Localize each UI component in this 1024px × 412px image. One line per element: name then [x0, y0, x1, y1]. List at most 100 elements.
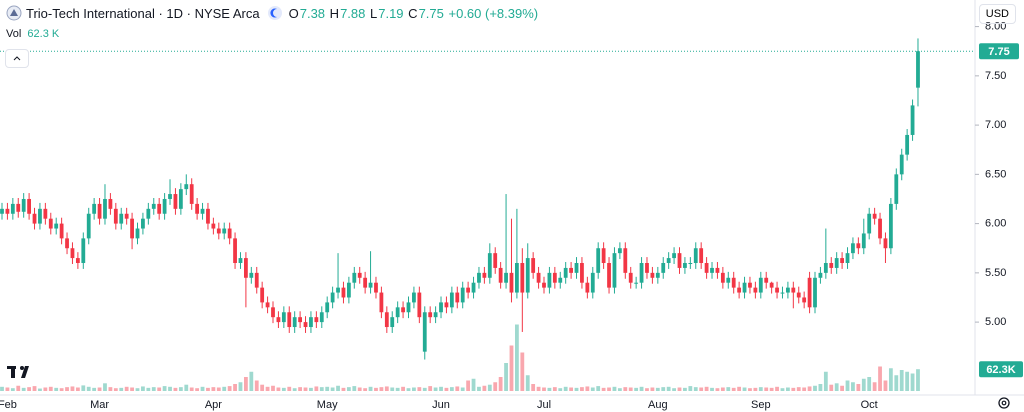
- settings-icon[interactable]: [998, 397, 1010, 409]
- candle-body: [569, 267, 573, 273]
- volume-bar: [417, 387, 422, 391]
- volume-bar: [634, 387, 639, 391]
- candle-body: [487, 253, 492, 278]
- collapse-button[interactable]: [5, 49, 29, 68]
- volume-bar: [645, 388, 649, 391]
- candle-body: [861, 233, 866, 249]
- volume-bar: [233, 384, 237, 391]
- volume-bar: [840, 385, 844, 391]
- candle-body: [910, 105, 915, 135]
- x-tick-label: Jul: [537, 399, 551, 411]
- candle-body: [829, 263, 834, 268]
- x-tick-label: May: [317, 399, 338, 411]
- candle-body: [168, 194, 172, 199]
- candle-body: [5, 208, 10, 214]
- market-status: [267, 6, 282, 20]
- volume-bar: [894, 375, 899, 391]
- candle-body: [899, 154, 904, 175]
- candle-body: [244, 258, 248, 278]
- volume-bar: [309, 387, 313, 391]
- candle-body: [341, 287, 346, 298]
- volume-bar: [16, 385, 21, 391]
- candle-body: [845, 253, 850, 264]
- volume-bar: [119, 387, 124, 391]
- volume-bar: [650, 387, 655, 391]
- volume-bar: [899, 370, 904, 391]
- candle-body: [477, 272, 481, 283]
- volume-bar: [612, 386, 617, 391]
- candle-body: [444, 302, 449, 308]
- symbol-title[interactable]: Trio-Tech International · 1D · NYSE Arca: [26, 5, 260, 21]
- candle-body: [21, 198, 26, 212]
- volume-bar: [292, 388, 297, 391]
- volume-bar: [726, 387, 731, 391]
- volume-bar: [363, 388, 368, 391]
- candle-body: [780, 292, 785, 294]
- volume-bar: [439, 386, 443, 391]
- volume-bar: [639, 386, 644, 391]
- candle-body: [439, 302, 443, 313]
- volume-bar: [103, 383, 107, 391]
- volume-bar: [823, 371, 828, 391]
- volume-bar: [428, 386, 433, 391]
- volume-bar: [617, 388, 622, 391]
- x-tick-label: Oct: [861, 399, 878, 411]
- volume-bar: [265, 386, 270, 391]
- y-tick-label: 5.00: [985, 316, 1006, 328]
- volume-bar: [455, 386, 460, 391]
- candle-body: [466, 287, 471, 293]
- volume-bar: [715, 388, 720, 391]
- volume-bar: [758, 387, 763, 391]
- volume-bar: [628, 387, 633, 391]
- candle-body: [715, 267, 720, 273]
- volume-bar: [536, 386, 541, 391]
- candle-body: [43, 208, 48, 219]
- candle-body: [216, 228, 221, 234]
- candle-body: [428, 312, 433, 318]
- candle-body: [807, 277, 812, 308]
- candle-body: [552, 272, 557, 283]
- candle-body: [200, 208, 205, 214]
- candle-body: [86, 213, 91, 239]
- candle-body: [141, 218, 145, 229]
- x-tick-label: Feb: [0, 399, 17, 411]
- candle-body: [260, 287, 265, 303]
- candle-body: [211, 223, 216, 229]
- candle-body: [433, 312, 438, 318]
- candle-body: [119, 213, 124, 224]
- currency-button[interactable]: USD: [978, 4, 1016, 24]
- volume-bar: [336, 385, 340, 391]
- volume-bar: [666, 386, 671, 391]
- candle-body: [401, 307, 405, 313]
- x-tick-label: Aug: [648, 399, 668, 411]
- candle-body: [352, 272, 357, 283]
- volume-bar: [748, 388, 752, 391]
- candle-body: [666, 258, 671, 264]
- candle-body: [460, 287, 465, 303]
- volume-bar: [281, 387, 286, 391]
- candle-body: [363, 277, 368, 288]
- plot-area: [0, 38, 920, 391]
- volume-bar: [780, 388, 785, 391]
- candle-body: [748, 282, 752, 288]
- volume-bar: [693, 387, 698, 391]
- volume-bar: [590, 387, 595, 391]
- volume-bar: [845, 380, 850, 391]
- volume-bar: [720, 387, 725, 391]
- candle-body: [227, 228, 232, 239]
- volume-bar: [813, 385, 817, 391]
- candle-body: [54, 223, 59, 229]
- volume-bar: [569, 387, 573, 391]
- volume-bar: [477, 386, 481, 391]
- candle-body: [357, 272, 362, 278]
- last-volume-tag: [979, 361, 1023, 378]
- last-price-tag: [979, 43, 1019, 60]
- volume-bar: [547, 387, 552, 391]
- candle-body: [536, 272, 541, 283]
- candle-body: [661, 263, 666, 273]
- candle-body: [146, 208, 151, 219]
- volume-bar: [834, 383, 839, 391]
- candle-body: [422, 312, 427, 352]
- volume-bar: [753, 387, 758, 391]
